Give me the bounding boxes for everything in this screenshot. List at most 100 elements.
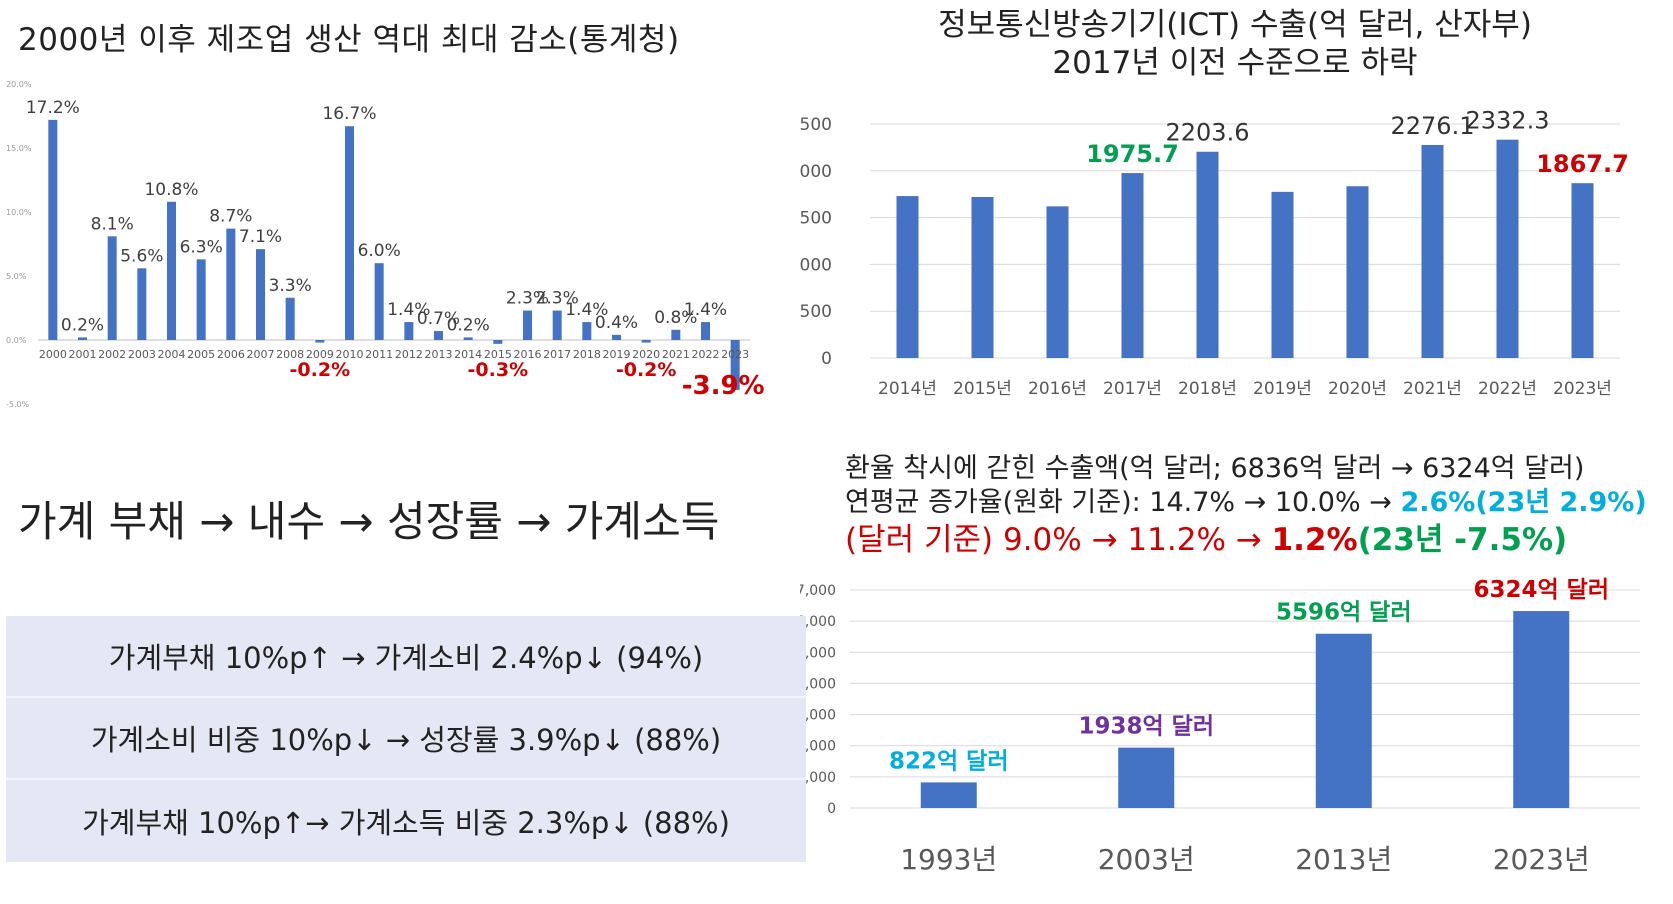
rate-line-2-highlight: 2.6%(23년 2.9%) [1400,487,1647,518]
bar [315,340,325,343]
x-tick-label: 2021 [662,348,690,361]
data-label: 17.2% [26,98,80,118]
bar [196,259,206,340]
bar [463,337,473,340]
y-tick-label: 15.0% [6,144,32,153]
bar [78,337,87,340]
x-tick-label: 2020년 [1328,379,1387,399]
bar [582,322,592,340]
bar [523,310,532,340]
bar [1121,173,1144,358]
data-label: 16.7% [322,104,376,124]
data-label: 1.4% [387,300,430,320]
bar [730,340,740,390]
bar [920,782,977,808]
bar [671,329,681,340]
bar [1046,206,1069,358]
data-label: 0.2% [61,315,104,335]
x-tick-label: 2015년 [953,379,1012,399]
rate-line-1: 환율 착시에 갇힌 수출액(억 달러; 6836억 달러 → 6324억 달러) [845,453,1585,484]
bar [48,119,58,340]
table-row: 가계부채 10%p↑→ 가계소득 비중 2.3%p↓ (88%) [82,806,730,840]
y-tick-label: 0 [827,801,836,817]
data-label: 6324억 달러 [1473,577,1609,603]
y-tick-label: 4,000 [800,676,836,692]
data-label: 822억 달러 [889,748,1009,774]
bar [434,331,443,340]
bar [701,322,710,340]
data-label: 3.3% [269,276,312,296]
bar [1421,144,1444,358]
data-label: 1975.7 [1086,140,1179,168]
y-tick-label: 3,000 [800,708,836,724]
bar [226,228,236,340]
left-chart-title: 2000년 이후 제조업 생산 역대 최대 감소(통계청) [18,22,680,58]
y-tick-label: 2,000 [800,739,836,755]
table-row: 가계소비 비중 10%p↓ → 성장률 3.9%p↓ (88%) [6,698,806,780]
x-tick-label: 2016년 [1028,379,1087,399]
y-tick-label: 0.0% [6,336,27,345]
x-tick-label: 2010 [336,348,364,361]
bar [404,322,414,340]
x-tick-label: 1993년 [900,843,997,876]
export-amount-chart: 7,000 6,000 5,000 4,000 3,000 2,000 1,000 0 1993… [800,577,1640,876]
x-tick-label: 2020 [632,348,660,361]
data-label: -0.2% [290,359,351,381]
y-tick-label: 7,000 [800,583,836,599]
data-label: 0.7% [417,309,460,329]
bar [641,340,651,343]
data-label: 8.1% [91,214,134,234]
bar [1496,139,1519,358]
x-tick-label: 2005 [187,348,215,361]
y-tick-label: 6,000 [800,614,836,630]
data-label: 0.8% [654,308,697,328]
x-tick-label: 2016 [514,348,542,361]
bar [285,297,295,340]
bar [1315,633,1372,808]
ict-export-chart: 2500 2000 1500 1000 500 0 2014년 2015년 2016년 2017년… [800,107,1629,399]
right-title-line1: 정보통신방송기기(ICT) 수출(억 달러, 산자부) [938,7,1532,43]
y-tick-label: 5,000 [800,645,836,661]
rate-line-2-text: 연평균 증가율(원화 기준): 14.7% → 10.0% → [845,487,1401,518]
y-tick-label: -5.0% [6,400,30,409]
bar [971,197,994,358]
data-label: 0.2% [447,315,490,335]
data-label: 5596억 달러 [1276,600,1412,626]
x-tick-label: 2003 [128,348,156,361]
bar [1571,183,1594,358]
data-label: -3.9% [682,371,765,401]
x-tick-label: 2023년 [1553,379,1612,399]
x-tick-label: 2009 [306,348,334,361]
data-label: 2276.1 [1391,112,1475,140]
bar [1196,151,1219,358]
x-tick-label: 2018 [573,348,601,361]
bar [493,340,503,344]
x-tick-label: 2014년 [878,379,937,399]
data-label: 2.3% [536,289,579,309]
bar [1118,747,1175,808]
x-tick-label: 2013 [425,348,453,361]
x-tick-label: 2015 [484,348,512,361]
data-label: 1867.7 [1536,150,1629,178]
x-tick-label: 2022 [692,348,720,361]
x-tick-label: 2004 [158,348,186,361]
data-label: 5.6% [120,246,163,266]
bar [345,126,354,340]
right-chart-title: 정보통신방송기기(ICT) 수출(억 달러, 산자부) 2017년 이전 수준으… [845,6,1625,82]
rate-line-2: 연평균 증가율(원화 기준): 14.7% → 10.0% → 2.6%(23년… [845,486,1665,520]
x-tick-label: 2013년 [1295,843,1392,876]
x-tick-label: 2019년 [1253,379,1312,399]
y-tick-label: 0 [821,349,832,369]
x-tick-label: 2007 [247,348,275,361]
bar [552,310,562,340]
data-label: 6.3% [180,237,223,257]
data-label: 10.8% [144,180,198,200]
rate-line-3-text: (달러 기준) 9.0% → 11.2% → [845,522,1272,558]
rate-line-3: (달러 기준) 9.0% → 11.2% → 1.2%(23년 -7.5%) [845,520,1665,560]
bar [256,249,265,340]
data-label: 6.0% [358,241,401,261]
bar [107,236,117,340]
bar [1271,191,1294,358]
y-tick-label: 1000 [800,255,832,275]
y-tick-label: 20.0% [6,80,32,89]
